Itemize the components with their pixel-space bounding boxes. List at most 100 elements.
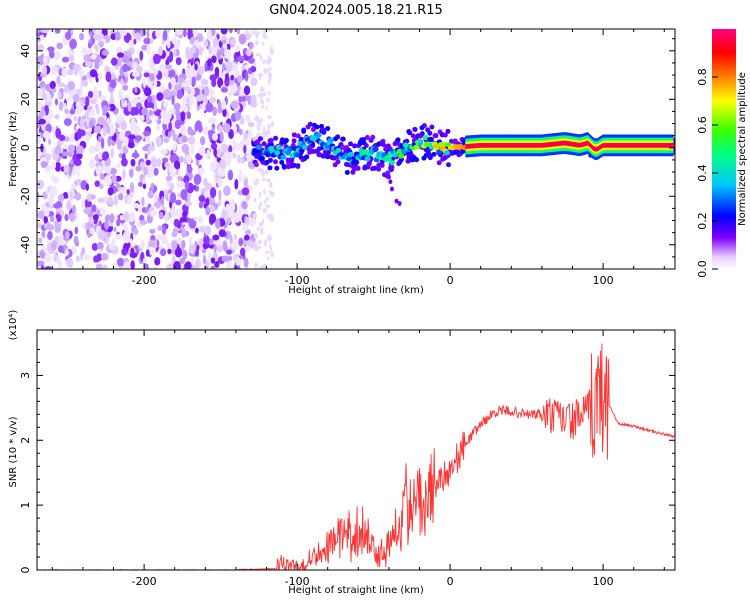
noise-speck [200, 136, 206, 146]
ridge-halo [281, 163, 287, 169]
noise-speck [241, 222, 248, 232]
noise-speck [59, 87, 64, 94]
noise-speck [84, 110, 90, 120]
noise-speck [92, 33, 99, 40]
noise-speck [146, 100, 154, 109]
noise-speck [213, 148, 218, 157]
noise-speck [73, 115, 78, 122]
ridge-halo [267, 157, 273, 163]
noise-speck [255, 52, 261, 57]
noise-speck [222, 107, 227, 118]
noise-speck [100, 137, 105, 149]
noise-speck [237, 75, 243, 83]
noise-speck [194, 122, 199, 132]
noise-speck [69, 38, 77, 50]
noise-speck [181, 240, 186, 249]
noise-speck [208, 44, 212, 56]
noise-speck [137, 204, 142, 213]
noise-speck [203, 85, 210, 97]
noise-speck [135, 65, 143, 73]
noise-speck [158, 45, 163, 56]
noise-speck [263, 188, 266, 196]
noise-speck [187, 136, 196, 145]
noise-speck [113, 226, 117, 233]
ridge-mark [346, 156, 353, 162]
noise-speck [169, 182, 175, 191]
noise-speck [190, 88, 196, 97]
noise-speck [197, 167, 206, 175]
ridge-halo [376, 166, 382, 172]
noise-speck [184, 200, 192, 207]
noise-speck [170, 208, 176, 219]
noise-speck [262, 134, 266, 141]
noise-speck [248, 41, 254, 50]
noise-speck [130, 120, 138, 132]
noise-speck [52, 161, 57, 169]
noise-speck [58, 134, 66, 141]
noise-speck [76, 178, 82, 186]
noise-speck [225, 260, 233, 269]
noise-speck [50, 240, 58, 251]
x-tick-label: -100 [285, 575, 310, 588]
noise-speck [58, 101, 64, 111]
noise-speck [56, 42, 63, 50]
noise-speck [130, 247, 135, 256]
noise-speck [236, 29, 241, 35]
ridge-halo [427, 130, 433, 136]
noise-speck [258, 204, 261, 211]
noise-speck [92, 29, 97, 34]
noise-speck [221, 143, 228, 153]
noise-speck [171, 37, 177, 45]
noise-speck [80, 180, 88, 191]
noise-speck [217, 169, 226, 178]
noise-speck [169, 69, 176, 78]
noise-speck [110, 57, 118, 66]
ridge-mark [301, 144, 308, 150]
noise-speck [88, 119, 94, 129]
noise-speck [257, 30, 260, 36]
noise-speck [188, 218, 197, 229]
ridge-halo [410, 133, 416, 139]
noise-speck [169, 77, 176, 85]
noise-speck [116, 163, 121, 169]
spectrogram-x-label: Height of straight line (km) [288, 285, 424, 296]
noise-speck [232, 139, 237, 145]
noise-speck [238, 128, 243, 136]
noise-speck [89, 227, 95, 235]
noise-speck [241, 201, 248, 210]
noise-speck [134, 87, 138, 93]
ridge-halo [421, 155, 427, 161]
noise-speck [131, 96, 140, 105]
noise-speck [181, 227, 186, 238]
noise-speck [75, 100, 81, 109]
noise-speck [261, 218, 265, 225]
noise-speck [259, 117, 264, 122]
noise-speck [44, 165, 50, 174]
noise-speck [104, 220, 110, 230]
noise-speck [146, 168, 154, 178]
noise-speck [120, 120, 127, 131]
noise-speck [227, 169, 234, 181]
noise-speck [205, 206, 211, 216]
noise-speck [63, 164, 70, 174]
noise-speck [186, 165, 193, 174]
noise-speck [267, 115, 272, 120]
noise-speck [153, 167, 159, 176]
noise-speck [198, 46, 203, 56]
noise-speck [218, 229, 226, 237]
noise-speck [123, 65, 131, 72]
noise-speck [239, 117, 245, 126]
x-tick-label: 0 [447, 274, 454, 287]
ridge-halo [273, 135, 279, 141]
noise-speck [149, 228, 156, 234]
noise-speck [243, 144, 247, 154]
noise-speck [147, 190, 154, 199]
noise-speck [238, 33, 247, 45]
noise-speck [258, 241, 261, 245]
noise-speck [243, 85, 251, 96]
noise-speck [134, 32, 142, 41]
noise-speck [53, 176, 59, 185]
noise-speck [184, 86, 192, 92]
y-tick-label: 20 [19, 92, 32, 106]
ridge-halo [344, 170, 350, 176]
